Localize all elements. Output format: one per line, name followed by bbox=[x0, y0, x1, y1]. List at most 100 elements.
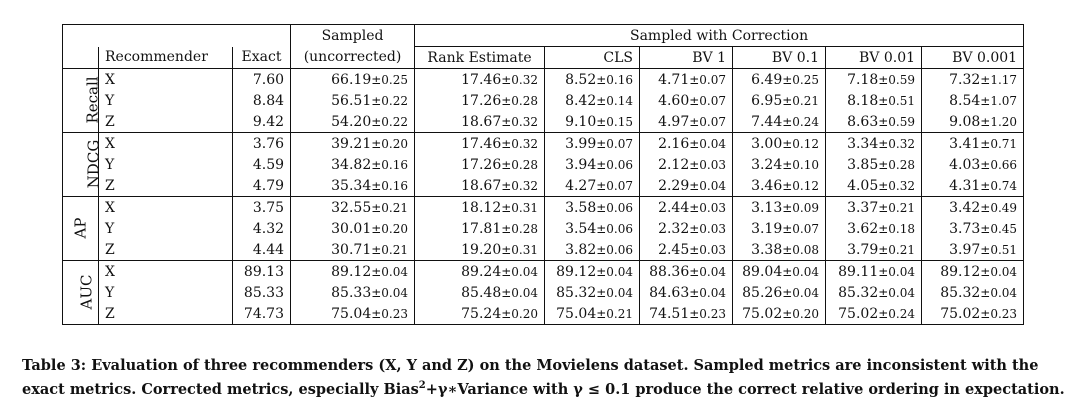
value-mean: 3.82 bbox=[565, 241, 597, 258]
value-std: ±0.04 bbox=[980, 285, 1018, 300]
value-std: ±0.04 bbox=[596, 264, 634, 279]
value-cell: 4.60±0.07 bbox=[639, 90, 734, 111]
value-std: ±0.06 bbox=[596, 200, 634, 215]
value-cell: 19.20±0.31 bbox=[414, 239, 546, 261]
header-metric-blank bbox=[62, 46, 99, 69]
value-std: ±0.04 bbox=[596, 285, 634, 300]
value-cell: 30.01±0.20 bbox=[290, 218, 416, 239]
value-std: ±0.21 bbox=[782, 93, 820, 108]
value-cell: 84.63±0.04 bbox=[639, 282, 734, 303]
value-cell: 17.46±0.32 bbox=[414, 132, 546, 154]
value-std: ±0.04 bbox=[980, 264, 1018, 279]
value-mean: 85.32 bbox=[556, 284, 597, 301]
value-cell: 75.02±0.20 bbox=[732, 303, 827, 325]
value-mean: 3.46 bbox=[751, 177, 783, 194]
value-cell: 2.32±0.03 bbox=[639, 218, 734, 239]
value-std: ±0.16 bbox=[596, 72, 634, 87]
value-std: ±1.17 bbox=[980, 72, 1018, 87]
header-recommender: Recommender bbox=[98, 46, 233, 69]
value-mean: 3.62 bbox=[847, 220, 879, 237]
value-std: ±0.21 bbox=[371, 200, 409, 215]
value-mean: 85.32 bbox=[838, 284, 879, 301]
value-std: ±0.09 bbox=[782, 200, 820, 215]
value-cell: 74.51±0.23 bbox=[639, 303, 734, 325]
value-cell: 9.10±0.15 bbox=[544, 111, 641, 133]
value-mean: 3.73 bbox=[949, 220, 981, 237]
value-mean: 3.42 bbox=[949, 199, 981, 216]
value-mean: 3.19 bbox=[751, 220, 783, 237]
value-mean: 89.11 bbox=[838, 263, 879, 280]
value-cell: 2.16±0.04 bbox=[639, 132, 734, 154]
value-mean: 88.36 bbox=[649, 263, 690, 280]
value-cell: 4.05±0.32 bbox=[825, 175, 923, 197]
recommender-cell: Y bbox=[98, 218, 233, 239]
value-std: ±0.28 bbox=[878, 157, 916, 172]
value-cell: 85.32±0.04 bbox=[825, 282, 923, 303]
value-cell: 85.32±0.04 bbox=[921, 282, 1025, 303]
header-blank bbox=[61, 24, 292, 47]
exact-value-cell: 4.79 bbox=[231, 175, 292, 197]
value-cell: 17.81±0.28 bbox=[414, 218, 546, 239]
value-std: ±0.04 bbox=[782, 264, 820, 279]
value-std: ±0.06 bbox=[596, 242, 634, 257]
value-cell: 3.41±0.71 bbox=[921, 132, 1025, 154]
value-std: ±0.04 bbox=[689, 136, 727, 151]
table-row: AUC X 89.13 89.12±0.04 89.24±0.04 89.12±0.04 8… bbox=[62, 260, 1025, 325]
header-sampled: Sampled bbox=[290, 24, 416, 47]
value-mean: 9.10 bbox=[565, 113, 597, 130]
table-row: NDCG X 3.76 39.21±0.20 17.46±0.32 3.99±0.07 2.… bbox=[62, 132, 1025, 197]
value-std: ±0.59 bbox=[878, 72, 916, 87]
value-cell: 85.48±0.04 bbox=[414, 282, 546, 303]
value-cell: 75.04±0.21 bbox=[544, 303, 641, 325]
exact-value-cell: 4.32 bbox=[231, 218, 292, 239]
value-mean: 39.21 bbox=[331, 135, 372, 152]
header-bv-0-01: BV 0.01 bbox=[825, 46, 923, 69]
value-mean: 7.44 bbox=[751, 113, 783, 130]
value-std: ±0.07 bbox=[596, 178, 634, 193]
value-mean: 4.31 bbox=[949, 177, 981, 194]
value-cell: 85.32±0.04 bbox=[544, 282, 641, 303]
value-cell: 18.67±0.32 bbox=[414, 175, 546, 197]
value-cell: 89.24±0.04 bbox=[414, 260, 546, 282]
header-rank-estimate: Rank Estimate bbox=[414, 46, 546, 69]
header-exact: Exact bbox=[231, 46, 292, 69]
value-mean: 3.13 bbox=[751, 199, 783, 216]
table-row: Y 4.32 30.01±0.20 17.81±0.28 3.54±0.06 2.32±0… bbox=[63, 218, 1025, 239]
header-cls: CLS bbox=[544, 46, 641, 69]
value-std: ±0.06 bbox=[596, 157, 634, 172]
metric-label: AP bbox=[71, 217, 90, 239]
value-mean: 3.37 bbox=[847, 199, 879, 216]
value-cell: 6.95±0.21 bbox=[732, 90, 827, 111]
value-cell: 3.73±0.45 bbox=[921, 218, 1025, 239]
recommender-cell: Z bbox=[98, 303, 233, 325]
exact-value-cell: 3.76 bbox=[231, 132, 292, 154]
value-mean: 30.01 bbox=[331, 220, 372, 237]
value-std: ±0.20 bbox=[501, 306, 539, 321]
value-std: ±1.20 bbox=[980, 114, 1018, 129]
value-cell: 2.12±0.03 bbox=[639, 154, 734, 175]
value-mean: 89.12 bbox=[940, 263, 981, 280]
value-std: ±0.51 bbox=[878, 93, 916, 108]
value-cell: 3.79±0.21 bbox=[825, 239, 923, 261]
metric-label-cell: Recall bbox=[62, 68, 99, 133]
value-mean: 3.58 bbox=[565, 199, 597, 216]
caption-text-1: Table 3: Evaluation of three recommender… bbox=[22, 357, 1039, 398]
value-cell: 4.71±0.07 bbox=[639, 68, 734, 90]
value-std: ±0.04 bbox=[878, 285, 916, 300]
value-mean: 8.54 bbox=[949, 92, 981, 109]
value-std: ±0.32 bbox=[501, 178, 539, 193]
value-mean: 89.24 bbox=[461, 263, 502, 280]
value-std: ±0.07 bbox=[689, 72, 727, 87]
value-cell: 3.82±0.06 bbox=[544, 239, 641, 261]
value-mean: 3.38 bbox=[751, 241, 783, 258]
value-mean: 85.48 bbox=[461, 284, 502, 301]
value-std: ±0.04 bbox=[501, 285, 539, 300]
value-mean: 3.85 bbox=[847, 156, 879, 173]
value-cell: 3.19±0.07 bbox=[732, 218, 827, 239]
value-cell: 3.24±0.10 bbox=[732, 154, 827, 175]
exact-value-cell: 4.59 bbox=[231, 154, 292, 175]
value-mean: 3.94 bbox=[565, 156, 597, 173]
value-std: ±0.07 bbox=[782, 221, 820, 236]
value-mean: 4.60 bbox=[658, 92, 690, 109]
metric-label-cell: AUC bbox=[62, 260, 99, 325]
